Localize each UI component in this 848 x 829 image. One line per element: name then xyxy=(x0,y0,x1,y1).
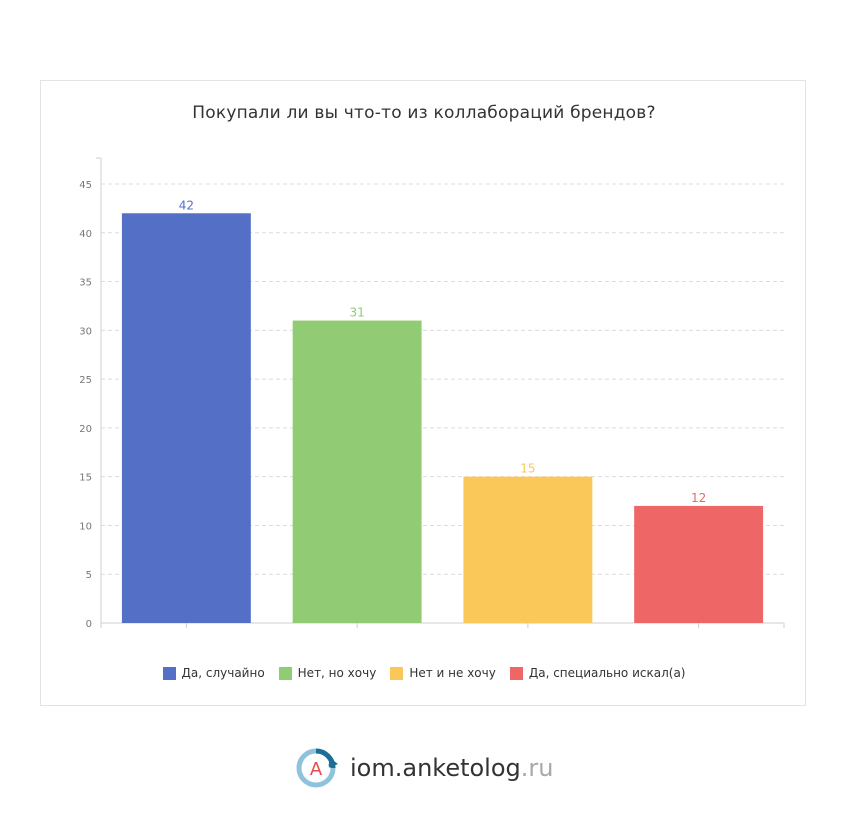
logo-name: iom.anketolog xyxy=(350,754,521,782)
y-tick-label: 40 xyxy=(79,229,92,240)
legend-label: Нет и не хочу xyxy=(409,666,496,680)
legend-item[interactable]: Да, специально искал(а) xyxy=(509,666,686,680)
logo-text: iom.anketolog.ru xyxy=(350,754,553,782)
logo-letter: A xyxy=(310,759,323,780)
legend-swatch xyxy=(509,666,523,680)
logo-tld: .ru xyxy=(520,754,554,782)
y-tick-label: 30 xyxy=(79,326,92,337)
legend-swatch xyxy=(390,666,404,680)
y-tick-label: 10 xyxy=(79,521,92,532)
legend-item[interactable]: Да, случайно xyxy=(162,666,265,680)
y-tick-label: 45 xyxy=(79,180,92,191)
bar-layer xyxy=(121,213,764,623)
data-label: 12 xyxy=(691,491,706,505)
chart-title: Покупали ли вы что-то из коллабораций бр… xyxy=(192,103,656,123)
y-tick-label: 0 xyxy=(86,619,92,630)
data-label: 42 xyxy=(179,198,194,212)
bar xyxy=(634,505,764,623)
y-tick-label: 25 xyxy=(79,375,92,386)
y-tick-label: 35 xyxy=(79,278,92,289)
y-tick-label: 15 xyxy=(79,473,92,484)
anketolog-logo-icon: A xyxy=(296,748,338,788)
label-layer: 42 31 15 12 xyxy=(179,198,707,505)
legend-label: Нет, но хочу xyxy=(297,666,377,680)
legend-swatch xyxy=(162,666,176,680)
chart-legend: Да, случайно Нет, но хочу Нет и не хочу Да,… xyxy=(0,666,848,680)
legend-label: Да, случайно xyxy=(181,666,265,680)
y-tick-label: 20 xyxy=(79,424,92,435)
legend-label: Да, специально искал(а) xyxy=(528,666,686,680)
bar xyxy=(121,213,251,623)
legend-item[interactable]: Нет, но хочу xyxy=(278,666,377,680)
y-tick-label: 5 xyxy=(86,570,92,581)
bar xyxy=(463,476,593,623)
data-label: 15 xyxy=(520,462,535,476)
anketolog-logo[interactable]: A iom.anketolog.ru xyxy=(292,744,553,792)
data-label: 31 xyxy=(349,306,364,320)
legend-swatch xyxy=(278,666,292,680)
bar xyxy=(292,320,422,623)
legend-item[interactable]: Нет и не хочу xyxy=(390,666,496,680)
